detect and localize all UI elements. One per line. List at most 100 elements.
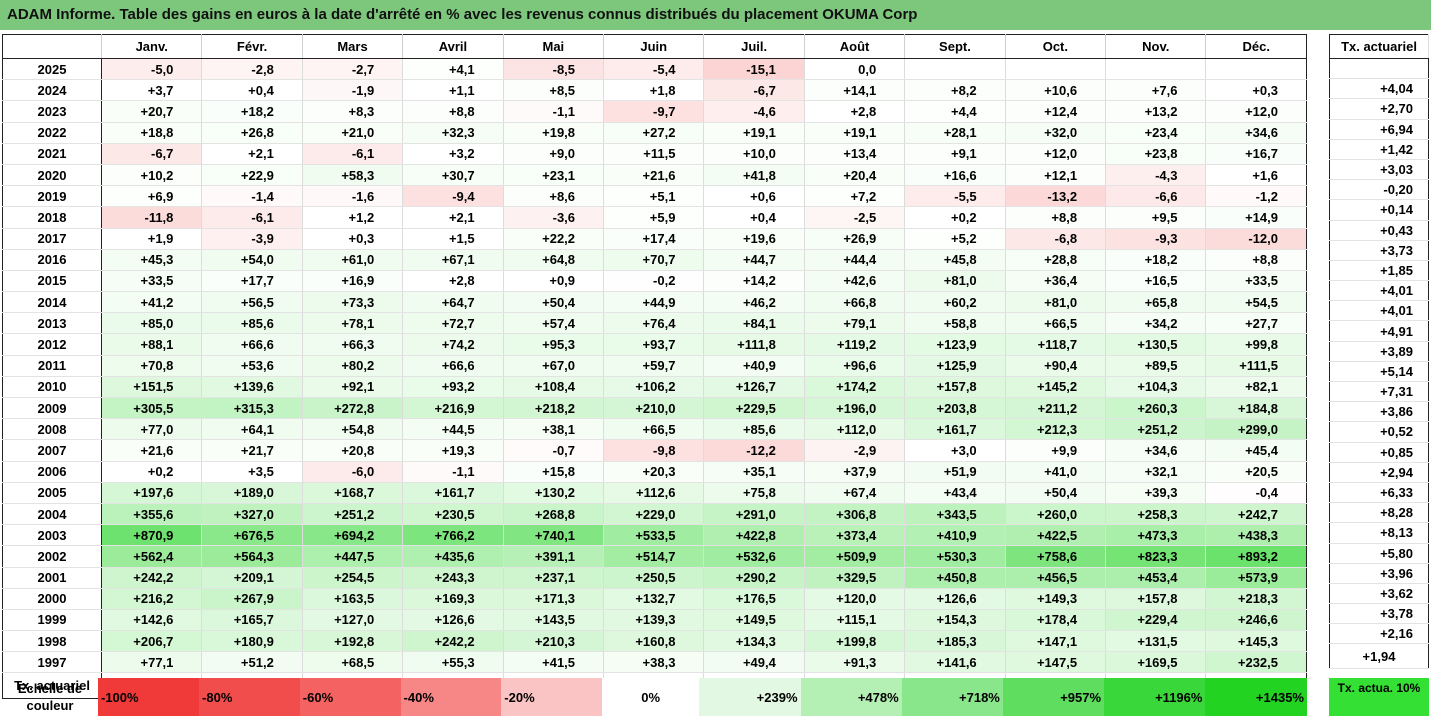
gain-cell: +88,1: [101, 333, 203, 356]
gain-cell: +766,2: [402, 524, 504, 547]
color-scale-step: 0%: [602, 678, 700, 716]
gain-cell: -3,9: [201, 228, 303, 250]
gain-cell: +8,2: [904, 79, 1006, 102]
rate-cell: -0,20: [1329, 179, 1429, 201]
gain-cell: +2,8: [804, 100, 906, 123]
rate-cell: +6,94: [1329, 119, 1429, 140]
gain-cell: +0,3: [302, 228, 404, 250]
gain-cell: +120,0: [804, 588, 906, 610]
table-row: 2011 +70,8 +53,6 +80,2 +66,6 +67,0 +59,7 +40,9 +…: [2, 355, 1307, 377]
gain-cell: +16,9: [302, 270, 404, 293]
gain-cell: -3,6: [503, 206, 605, 229]
gain-cell: +391,1: [503, 545, 605, 568]
rate-header: Tx. actuariel: [1329, 34, 1429, 59]
rate-cell: +0,85: [1329, 442, 1429, 463]
gain-cell: +81,0: [1005, 291, 1107, 314]
gain-cell: +453,4: [1105, 567, 1207, 589]
rate-cell: +8,13: [1329, 522, 1429, 544]
year-cell: 2005: [2, 482, 102, 504]
gain-cell: +694,2: [302, 524, 404, 547]
gain-cell: +16,7: [1205, 143, 1307, 165]
year-cell: 2012: [2, 333, 102, 356]
gain-cell: +85,0: [101, 312, 203, 335]
gain-cell: +12,4: [1005, 100, 1107, 123]
color-scale: Echelle de couleur -100% -80% -60% -40% -20%…: [2, 678, 1307, 716]
gain-cell: +242,2: [402, 630, 504, 653]
year-cell: 2007: [2, 439, 102, 462]
rate-cell: +2,70: [1329, 98, 1429, 120]
gain-cell: +20,5: [1205, 461, 1307, 483]
gain-cell: +33,5: [101, 270, 203, 293]
gain-cell: +305,5: [101, 397, 203, 420]
rate-table-body: +4,04 +2,70 +6,94 +1,42 +3,03 -0,20 +0,14 +0,43…: [1329, 58, 1429, 645]
gain-cell: +123,9: [904, 333, 1006, 356]
gain-cell: +447,5: [302, 545, 404, 568]
year-cell: 2013: [2, 312, 102, 335]
gain-cell: +8,8: [402, 100, 504, 123]
gain-cell: +203,8: [904, 397, 1006, 420]
rate-row: +0,85: [1329, 442, 1429, 463]
gain-cell: +58,3: [302, 164, 404, 187]
gain-cell: +68,5: [302, 651, 404, 674]
gain-cell: +562,4: [101, 545, 203, 568]
rate-row: +4,91: [1329, 320, 1429, 342]
gain-cell: +112,0: [804, 418, 906, 441]
gain-cell: +90,4: [1005, 355, 1107, 377]
gain-cell: +5,2: [904, 228, 1006, 250]
gain-cell: +218,3: [1205, 588, 1307, 610]
gain-cell: -6,6: [1105, 185, 1207, 208]
gain-cell: -13,2: [1005, 185, 1107, 208]
rate-row: +8,13: [1329, 522, 1429, 544]
gain-cell: +530,3: [904, 545, 1006, 568]
gain-cell: +66,5: [603, 418, 705, 441]
table-row: 1998 +206,7 +180,9 +192,8 +242,2 +210,3 +160,8…: [2, 630, 1307, 653]
table-row: 2015 +33,5 +17,7 +16,9 +2,8 +0,9 -0,2 +14,2 +42,…: [2, 270, 1307, 293]
gain-cell: +21,6: [603, 164, 705, 187]
gain-cell: +66,3: [302, 333, 404, 356]
gain-cell: +70,8: [101, 355, 203, 377]
gain-cell: +111,8: [703, 333, 805, 356]
color-scale-step: +478%: [800, 678, 902, 716]
gain-cell: +435,6: [402, 545, 504, 568]
gain-cell: +75,8: [703, 482, 805, 504]
table-row: 2021 -6,7 +2,1 -6,1 +3,2 +9,0 +11,5 +10,0 +13,4 +…: [2, 143, 1307, 165]
rate-cell: [1329, 58, 1429, 80]
gain-cell: +229,5: [703, 397, 805, 420]
gain-cell: +210,0: [603, 397, 705, 420]
gain-cell: +36,4: [1005, 270, 1107, 293]
gain-cell: +143,5: [503, 609, 605, 632]
gain-cell: +21,6: [101, 439, 203, 462]
rate-row: +5,14: [1329, 361, 1429, 383]
gain-cell: +20,8: [302, 439, 404, 462]
gain-cell: +185,3: [904, 630, 1006, 653]
gain-cell: -9,8: [603, 439, 705, 462]
year-cell: 2016: [2, 249, 102, 271]
table-row: 2014 +41,2 +56,5 +73,3 +64,7 +50,4 +44,9 +46,2 +…: [2, 291, 1307, 314]
gain-cell: +21,0: [302, 122, 404, 144]
color-scale-step: -40%: [400, 678, 502, 716]
gain-cell: [1005, 58, 1107, 81]
gain-cell: -6,1: [201, 206, 303, 229]
gain-cell: -6,7: [703, 79, 805, 102]
gain-cell: +11,5: [603, 143, 705, 165]
gain-cell: +2,8: [402, 270, 504, 293]
gain-cell: +13,4: [804, 143, 906, 165]
gain-cell: +823,3: [1105, 545, 1207, 568]
gain-cell: +18,2: [201, 100, 303, 123]
gain-cell: +45,4: [1205, 439, 1307, 462]
gain-cell: +147,5: [1005, 651, 1107, 674]
gain-cell: +180,9: [201, 630, 303, 653]
gain-cell: +210,3: [503, 630, 605, 653]
gain-cell: +65,8: [1105, 291, 1207, 314]
rate-cell: +7,31: [1329, 381, 1429, 403]
gain-cell: +242,2: [101, 567, 203, 589]
gain-cell: +0,4: [201, 79, 303, 102]
gain-cell: +30,7: [402, 164, 504, 187]
gain-cell: +9,0: [503, 143, 605, 165]
rate-cell: +3,89: [1329, 341, 1429, 362]
gain-cell: +169,3: [402, 588, 504, 610]
gain-cell: +12,0: [1205, 100, 1307, 123]
gain-cell: +1,1: [402, 79, 504, 102]
gain-cell: +34,6: [1205, 122, 1307, 144]
gain-cell: +141,6: [904, 651, 1006, 674]
